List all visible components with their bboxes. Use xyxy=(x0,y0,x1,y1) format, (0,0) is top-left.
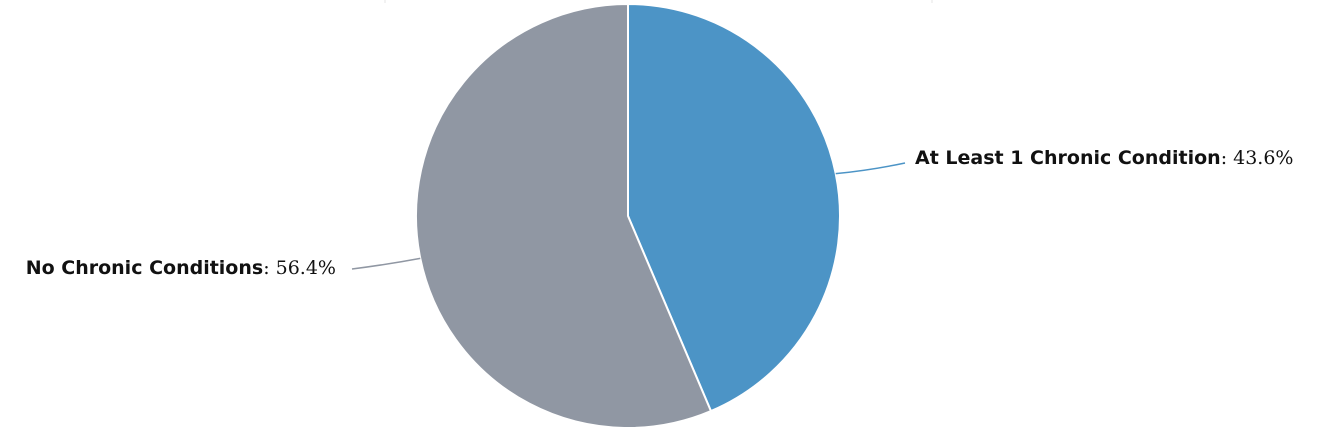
slice-name-label: At Least 1 Chronic Condition xyxy=(915,147,1221,169)
pie-slices xyxy=(415,3,841,429)
slice-value-label: : 56.4% xyxy=(263,257,336,279)
pie-slice-at-least-1-chronic-condition[interactable] xyxy=(627,3,841,413)
data-label-at-least-1-chronic-condition: At Least 1 Chronic Condition: 43.6% xyxy=(915,147,1294,169)
slice-name-label: No Chronic Conditions xyxy=(26,257,264,279)
data-label-no-chronic-conditions: No Chronic Conditions: 56.4% xyxy=(26,257,336,279)
leader-line-no-chronic-conditions xyxy=(351,257,421,270)
pie-leader-lines xyxy=(351,162,906,270)
pie-labels: At Least 1 Chronic Condition: 43.6% No Ch… xyxy=(26,147,1294,279)
slice-value-label: : 43.6% xyxy=(1221,147,1294,169)
leader-line-at-least-1-chronic-condition xyxy=(835,162,906,175)
